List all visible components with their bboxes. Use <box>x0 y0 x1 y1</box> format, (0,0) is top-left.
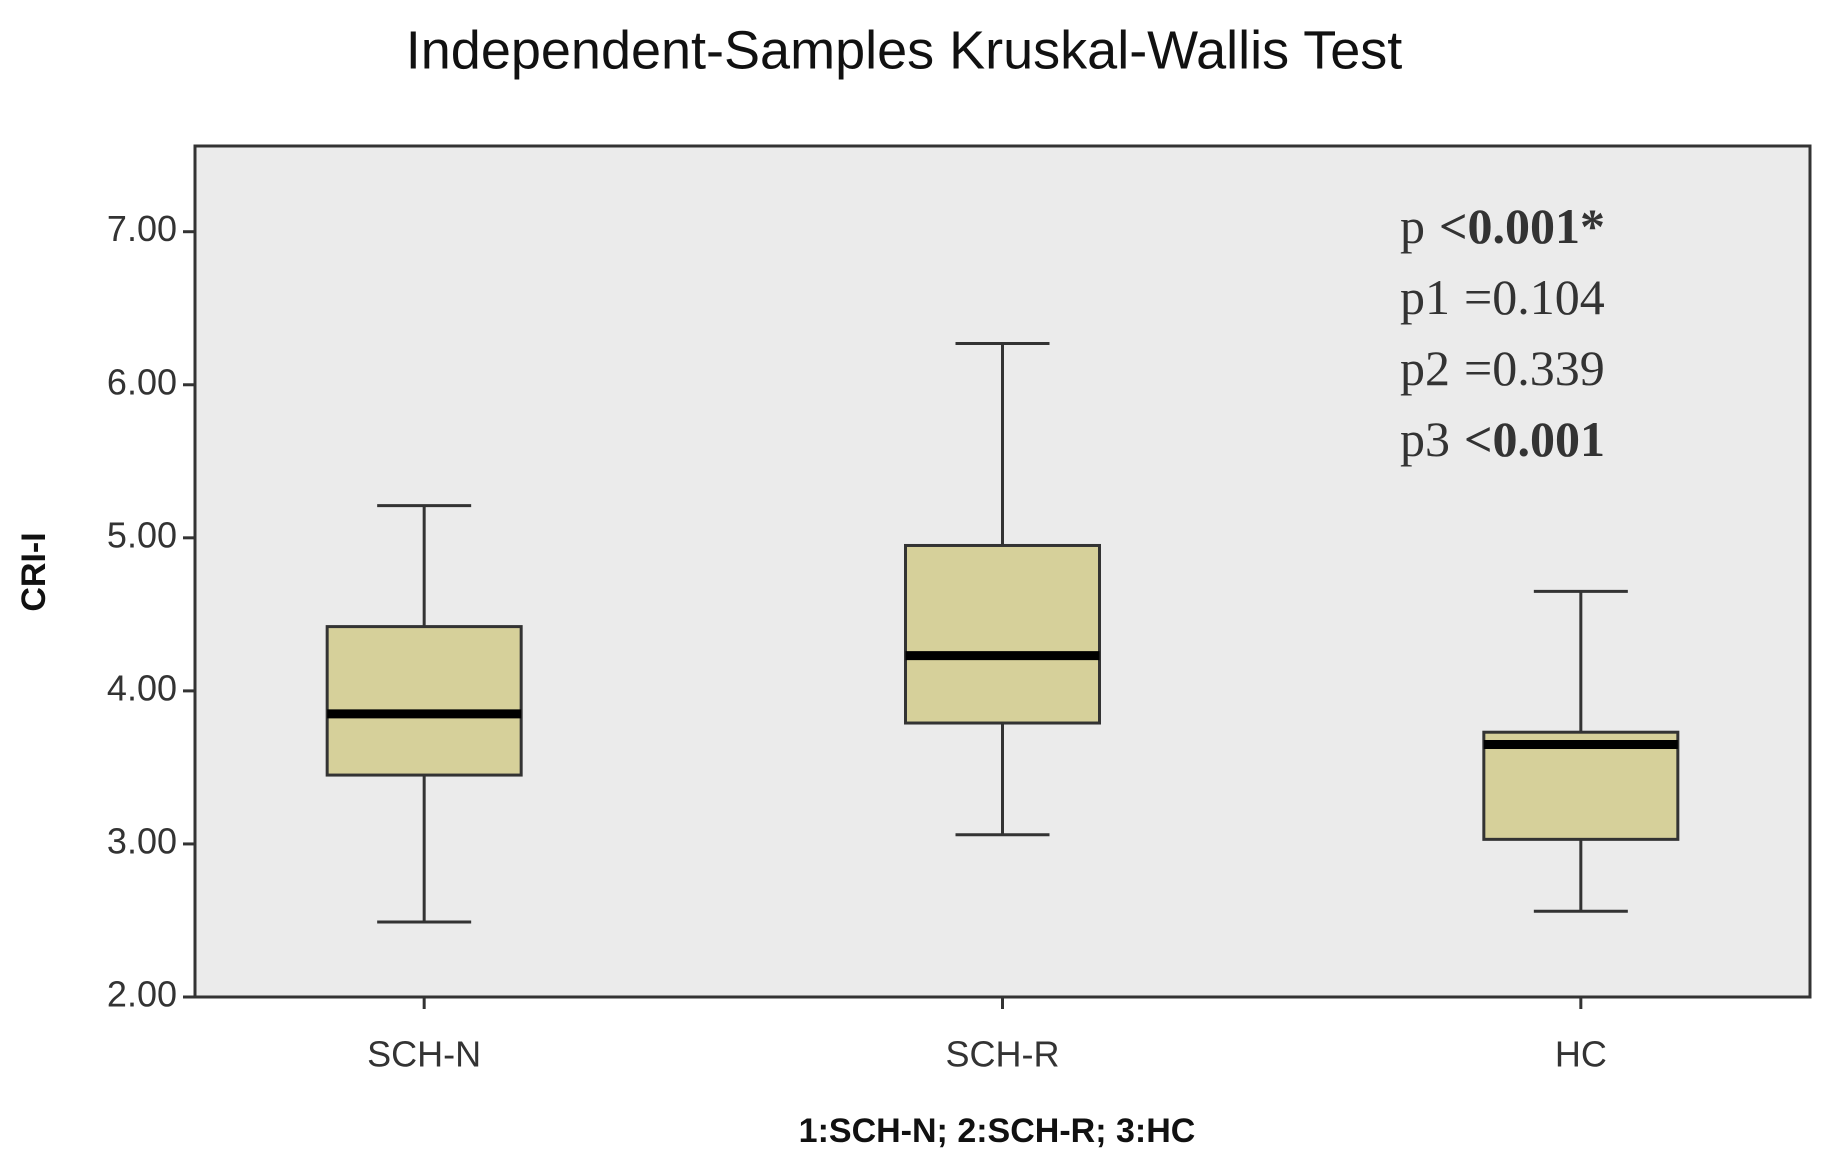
y-tick-label: 4.00 <box>107 667 177 708</box>
annotation-part: p <box>1400 198 1425 254</box>
x-tick-label: SCH-N <box>367 1034 481 1075</box>
annotation: p1 =0.104 <box>1400 269 1605 325</box>
y-tick-label: 6.00 <box>107 361 177 402</box>
upper-whisker <box>377 504 472 627</box>
x-axis-label: 1:SCH-N; 2:SCH-R; 3:HC <box>799 1112 1196 1150</box>
box <box>1482 730 1680 841</box>
annotation: p3 <0.001 <box>1400 411 1605 467</box>
x-tick-label: SCH-R <box>946 1034 1060 1075</box>
annotation-part: p1 <box>1400 269 1450 325</box>
y-tick-label: 2.00 <box>107 974 177 1015</box>
y-tick-label: 3.00 <box>107 820 177 861</box>
x-tick-label: HC <box>1555 1034 1607 1075</box>
box <box>325 625 523 777</box>
annotation-part: =0.104 <box>1464 269 1605 325</box>
lower-whisker <box>1533 839 1628 913</box>
lower-whisker <box>955 723 1050 837</box>
y-tick-label: 5.00 <box>107 514 177 555</box>
annotation-part: p3 <box>1400 411 1450 467</box>
y-tick-label: 7.00 <box>107 208 177 249</box>
annotation-part: p2 <box>1400 340 1450 396</box>
annotation-part: <0.001* <box>1439 198 1605 254</box>
annotation-part: <0.001 <box>1464 411 1605 467</box>
chart-title: Independent-Samples Kruskal-Wallis Test <box>406 20 1402 80</box>
lower-whisker <box>377 775 472 924</box>
upper-whisker <box>1533 589 1628 733</box>
box <box>904 543 1101 725</box>
y-axis-label: CRI-I <box>15 532 53 611</box>
annotation-part: =0.339 <box>1464 340 1605 396</box>
annotation: p <0.001* <box>1400 198 1605 254</box>
annotation: p2 =0.339 <box>1400 340 1605 396</box>
upper-whisker <box>955 341 1050 546</box>
